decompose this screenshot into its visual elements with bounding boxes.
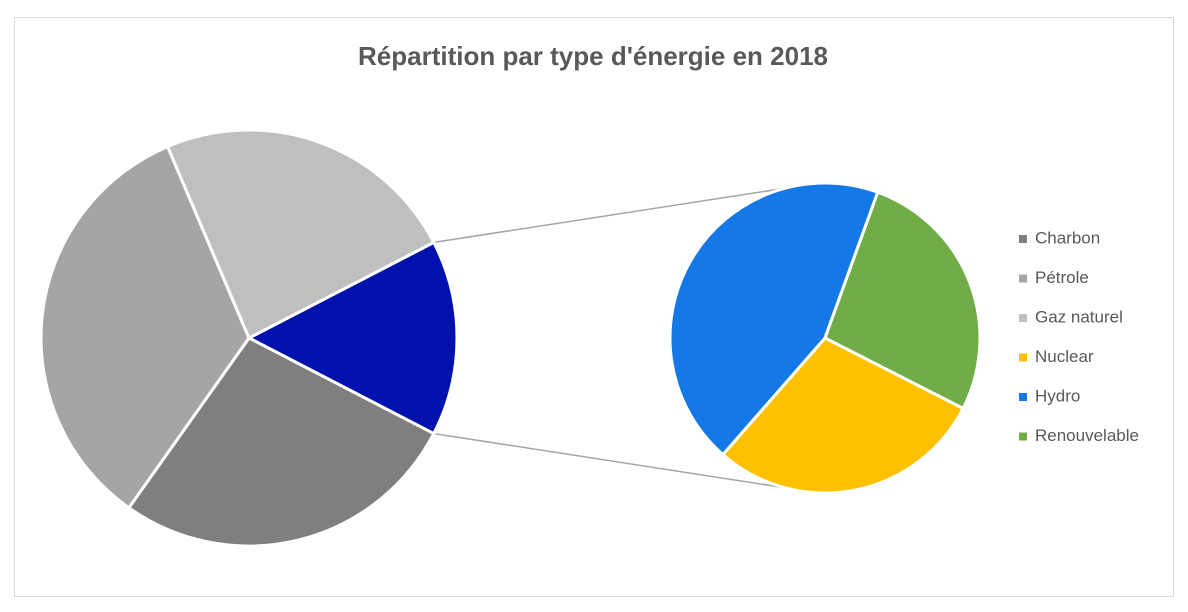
legend-swatch [1019, 432, 1027, 441]
legend-swatch [1019, 235, 1027, 243]
connector-line [433, 187, 785, 244]
pie-slice [668, 181, 880, 457]
legend-label: Charbon [1035, 228, 1100, 247]
pie-slice [165, 128, 436, 341]
pie-slice [126, 336, 436, 548]
legend-label: Hydro [1035, 386, 1080, 405]
connector-line [433, 432, 785, 489]
legend-label: Pétrole [1035, 268, 1089, 287]
legend-label: Renouvelable [1035, 426, 1139, 445]
legend-label: Nuclear [1035, 347, 1094, 366]
pie-slice [720, 336, 966, 495]
pie-slice-other [245, 240, 459, 436]
pie-slice [39, 144, 251, 510]
legend-swatch [1019, 274, 1027, 283]
legend-label: Gaz naturel [1035, 307, 1123, 326]
legend-swatch [1019, 314, 1027, 322]
legend-swatch [1019, 393, 1027, 401]
pie-slice [823, 190, 982, 411]
legend-swatch [1019, 353, 1027, 362]
chart-title: Répartition par type d'énergie en 2018 [358, 41, 828, 71]
